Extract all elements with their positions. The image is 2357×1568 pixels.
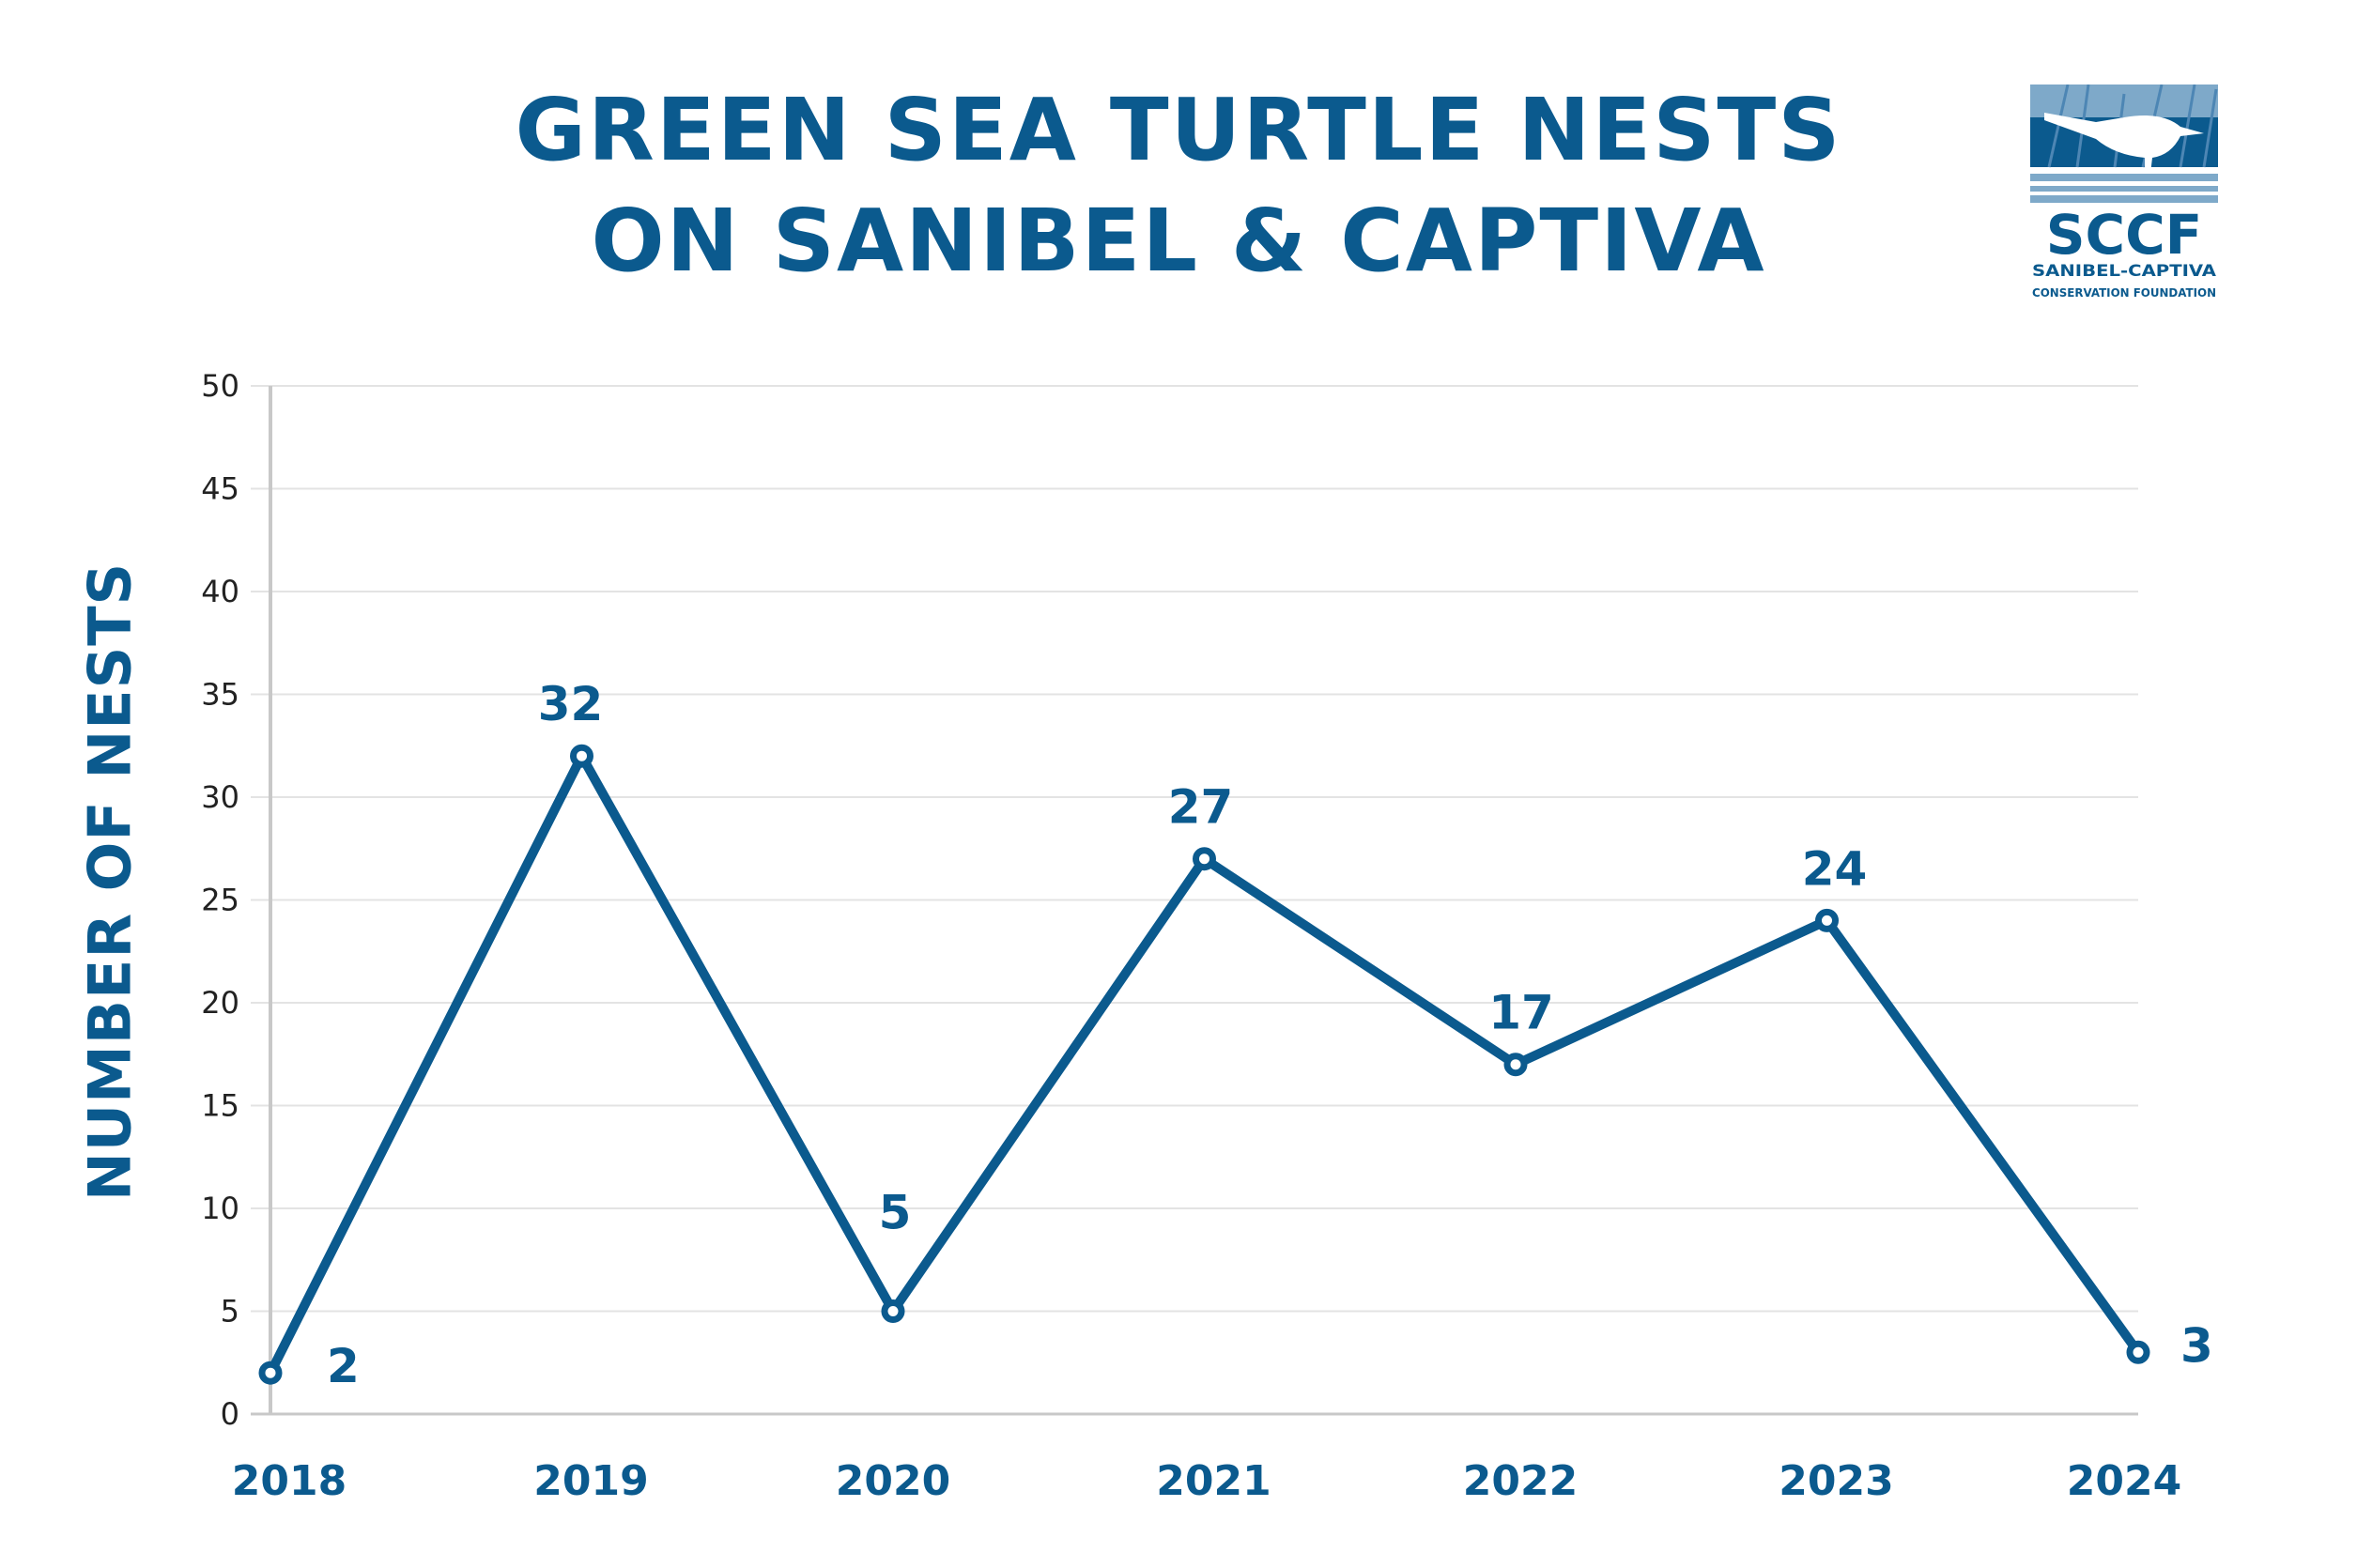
y-tick-label: 15 (201, 1088, 239, 1124)
logo-line-2: CONSERVATION FOUNDATION (2032, 286, 2216, 300)
data-label: 24 (1802, 841, 1868, 896)
data-label: 3 (2180, 1318, 2213, 1373)
bird-in-grass-logo-icon: SCCF SANIBEL-CAPTIVA CONSERVATION FOUNDA… (2030, 84, 2218, 300)
data-point (2126, 1340, 2150, 1364)
data-point (258, 1360, 283, 1385)
gridlines (251, 385, 2138, 1416)
x-tick-label: 2023 (1779, 1457, 1893, 1505)
data-label: 32 (538, 677, 604, 731)
data-point (1815, 908, 1839, 932)
y-tick-label: 20 (201, 985, 239, 1021)
chart-title-line-2: ON SANIBEL & CAPTIVA (591, 191, 1766, 291)
x-tick-label: 2022 (1463, 1457, 1578, 1505)
y-tick-label: 40 (201, 574, 239, 609)
y-tick-label: 45 (201, 471, 239, 507)
y-tick-labels: 0 5 10 15 20 25 30 35 40 45 50 (201, 368, 239, 1432)
data-point (1503, 1053, 1528, 1077)
data-labels: 2 32 5 27 17 24 3 (327, 677, 2213, 1393)
y-tick-label: 35 (201, 677, 239, 713)
data-label: 2 (327, 1339, 360, 1393)
data-point (570, 744, 593, 768)
x-tick-label: 2018 (232, 1457, 347, 1505)
sccf-logo: SCCF SANIBEL-CAPTIVA CONSERVATION FOUNDA… (2030, 84, 2218, 306)
data-point (881, 1299, 905, 1323)
x-tick-label: 2021 (1156, 1457, 1271, 1505)
logo-line-1: SANIBEL-CAPTIVA (2032, 262, 2217, 281)
logo-name: SCCF (2046, 203, 2203, 267)
y-tick-label: 30 (201, 779, 239, 815)
x-tick-label: 2024 (2067, 1457, 2181, 1505)
x-tick-label: 2020 (836, 1457, 950, 1505)
data-label: 27 (1168, 780, 1234, 835)
data-label: 5 (879, 1186, 912, 1240)
chart-title-line-1: GREEN SEA TURTLE NESTS (515, 80, 1842, 180)
y-tick-label: 5 (221, 1294, 239, 1330)
x-tick-label: 2019 (533, 1457, 648, 1505)
series-line (258, 744, 2150, 1385)
data-point (1193, 847, 1216, 871)
y-tick-label: 10 (201, 1191, 239, 1226)
y-tick-label: 50 (201, 368, 239, 404)
data-label: 17 (1488, 986, 1554, 1040)
chart-title: GREEN SEA TURTLE NESTS ON SANIBEL & CAPT… (376, 75, 1981, 297)
y-tick-label: 25 (201, 883, 239, 918)
x-tick-labels: 2018 2019 2020 2021 2022 2023 2024 (232, 1457, 2181, 1505)
y-tick-label: 0 (221, 1396, 239, 1432)
